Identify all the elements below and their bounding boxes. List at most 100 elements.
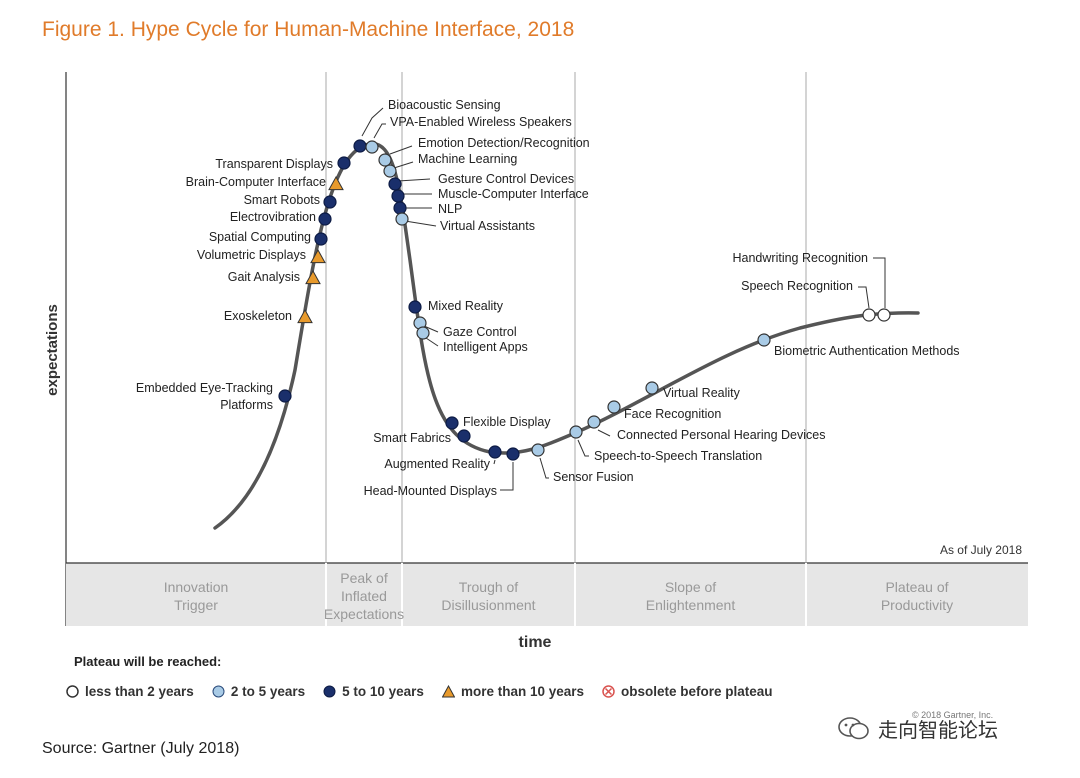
phase-label: Trigger xyxy=(174,597,218,613)
leader-line xyxy=(425,337,439,347)
legend-item-more-than-10: more than 10 years xyxy=(441,684,584,699)
leader-line xyxy=(873,257,886,308)
phase-label: Enlightenment xyxy=(646,597,736,613)
wechat-logo-icon xyxy=(838,716,869,739)
legend-title: Plateau will be reached: xyxy=(74,654,222,669)
legend-item-obsolete: obsolete before plateau xyxy=(602,684,773,699)
tech-marker-circle xyxy=(278,389,292,403)
light-blue-circle-icon xyxy=(212,685,225,698)
tech-label: Brain-Computer Interface xyxy=(186,175,326,189)
leader-line xyxy=(393,161,414,169)
legend-item-5-to-10: 5 to 10 years xyxy=(323,684,424,699)
tech-marker-circle xyxy=(318,212,332,226)
tech-marker-triangle xyxy=(297,308,313,324)
leader-line xyxy=(577,439,589,457)
y-axis-label: expectations xyxy=(44,304,61,396)
tech-label: Sensor Fusion xyxy=(553,470,634,484)
tech-label: Spatial Computing xyxy=(209,230,311,244)
leader-line xyxy=(404,220,437,227)
copyright-note: © 2018 Gartner, Inc. xyxy=(912,710,994,720)
phase-label: Inflated xyxy=(341,588,387,604)
tech-label: Biometric Authentication Methods xyxy=(774,344,960,358)
tech-marker-circle xyxy=(408,300,422,314)
leader-line xyxy=(373,123,386,139)
tech-marker-circle xyxy=(323,195,337,209)
leader-line xyxy=(539,457,549,479)
phase-label: Productivity xyxy=(881,597,953,613)
tech-marker-circle xyxy=(393,201,407,215)
orange-triangle-icon xyxy=(441,685,455,698)
tech-label: Bioacoustic Sensing xyxy=(388,98,501,112)
tech-marker-circle xyxy=(445,416,459,430)
tech-label: VPA-Enabled Wireless Speakers xyxy=(390,115,572,129)
tech-marker-circle xyxy=(388,177,402,191)
tech-marker-circle xyxy=(378,153,392,167)
tech-label: Speech Recognition xyxy=(741,279,853,293)
tech-label: Augmented Reality xyxy=(384,457,490,471)
figure-title: Figure 1. Hype Cycle for Human-Machine I… xyxy=(42,18,575,41)
tech-label: Muscle-Computer Interface xyxy=(438,187,589,201)
tech-marker-circle xyxy=(314,232,328,246)
leader-line xyxy=(423,325,439,333)
phase-label: Innovation xyxy=(164,579,229,595)
phase-label: Plateau of xyxy=(885,579,948,595)
legend-label: 2 to 5 years xyxy=(230,684,306,699)
tech-label: Smart Robots xyxy=(244,193,320,207)
leader-line xyxy=(500,462,514,491)
white-circle-icon xyxy=(66,685,79,698)
tech-marker-circle xyxy=(757,333,771,347)
legend-label: more than 10 years xyxy=(460,684,584,699)
phase-label: Slope of xyxy=(665,579,716,595)
watermark-text: 走向智能论坛 xyxy=(878,720,998,742)
phase-band xyxy=(66,563,1028,626)
tech-marker-circle xyxy=(383,164,397,178)
tech-label: Handwriting Recognition xyxy=(733,251,869,265)
x-axis-label: time xyxy=(519,634,552,651)
legend-item-2-to-5: 2 to 5 years xyxy=(212,684,305,699)
legend: less than 2 years 2 to 5 years 5 to 10 y… xyxy=(66,684,773,699)
tech-label: Mixed Reality xyxy=(428,299,504,313)
tech-label: Head-Mounted Displays xyxy=(364,484,497,498)
leader-line xyxy=(389,145,413,155)
tech-marker-circle xyxy=(587,415,601,429)
tech-label: Embedded Eye-Tracking xyxy=(136,381,273,395)
tech-marker-circle xyxy=(877,308,891,322)
tech-marker-circle xyxy=(391,189,405,203)
legend-label: 5 to 10 years xyxy=(342,684,424,699)
watermark: 走向智能论坛 xyxy=(838,714,998,743)
cross-circle-icon xyxy=(602,685,615,698)
tech-marker-triangle xyxy=(328,175,344,191)
leader-line xyxy=(493,459,496,465)
tech-label: Flexible Display xyxy=(463,415,551,429)
tech-label: Gesture Control Devices xyxy=(438,172,574,186)
tech-marker-circle xyxy=(607,400,621,414)
tech-marker-circle xyxy=(531,443,545,457)
dark-blue-circle-icon xyxy=(323,685,336,698)
tech-label: Connected Personal Hearing Devices xyxy=(617,428,825,442)
tech-marker-circle xyxy=(645,381,659,395)
tech-marker-circle xyxy=(395,212,409,226)
legend-label: obsolete before plateau xyxy=(621,684,773,699)
phase-label: Peak of xyxy=(340,570,388,586)
tech-label: Platforms xyxy=(220,398,273,412)
legend-item-less-than-2: less than 2 years xyxy=(66,684,194,699)
tech-marker-circle xyxy=(569,425,583,439)
leader-line xyxy=(597,429,611,437)
tech-label: Gaze Control xyxy=(443,325,517,339)
tech-label: Electrovibration xyxy=(230,210,316,224)
tech-label: Smart Fabrics xyxy=(373,431,451,445)
tech-marker-circle xyxy=(488,445,502,459)
phase-label: Trough of xyxy=(459,579,519,595)
tech-marker-triangle xyxy=(305,269,321,285)
hype-curve xyxy=(213,142,920,530)
tech-marker-circle xyxy=(365,140,379,154)
tech-label: Virtual Assistants xyxy=(440,219,535,233)
tech-label: Exoskeleton xyxy=(224,309,292,323)
phase-label: Disillusionment xyxy=(441,597,535,613)
legend-label: less than 2 years xyxy=(85,684,194,699)
tech-marker-circle xyxy=(416,326,430,340)
phase-label: Expectations xyxy=(324,606,404,622)
tech-marker-circle xyxy=(337,156,351,170)
tech-label: Emotion Detection/Recognition xyxy=(418,136,590,150)
